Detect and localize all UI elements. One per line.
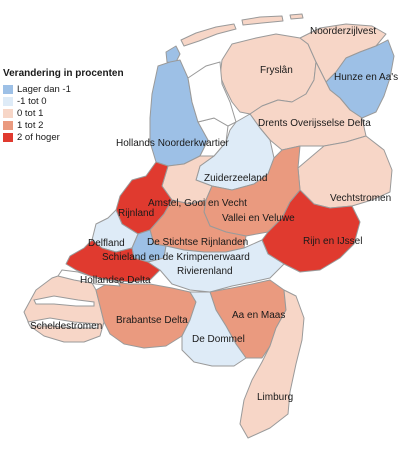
legend-swatch (3, 121, 13, 130)
region-rijnijssel[interactable] (261, 189, 361, 273)
region-label-hollandsedelta: Hollandse Delta (80, 275, 151, 286)
legend-item-0-1: 0 tot 1 (3, 108, 143, 119)
legend-label: 1 tot 2 (17, 120, 44, 131)
region-label-aaenmaas: Aa en Maas (232, 310, 285, 321)
region-label-rijnland: Rijnland (118, 208, 154, 219)
region-label-vallei: Vallei en Veluwe (222, 213, 295, 224)
legend-swatch (3, 109, 13, 118)
region-limburg[interactable] (239, 289, 305, 439)
region-label-delfland: Delfland (88, 238, 125, 249)
legend-label: 2 of hoger (17, 132, 60, 143)
region-label-rijnijssel: Rijn en IJssel (303, 236, 362, 247)
region-label-limburg: Limburg (257, 392, 293, 403)
region-label-hhnk: Hollands Noorderkwartier (116, 138, 229, 149)
legend: Verandering in procenten Lager dan -1 -1 … (3, 68, 143, 144)
water-oosterschelde (33, 295, 95, 307)
wadden-texel (165, 45, 181, 65)
legend-label: Lager dan -1 (17, 84, 71, 95)
region-label-dod: Drents Overijsselse Delta (258, 118, 371, 129)
region-label-zuiderzeeland: Zuiderzeeland (204, 173, 267, 184)
region-dommel[interactable] (181, 291, 247, 367)
region-label-rivierenland: Rivierenland (177, 266, 233, 277)
legend-title: Verandering in procenten (3, 68, 124, 79)
legend-item-1-2: 1 tot 2 (3, 120, 143, 131)
region-label-fryslan: Fryslân (260, 65, 293, 76)
water-ijsselmeer-north (187, 61, 237, 127)
region-label-hunze: Hunze en Aa's (334, 72, 398, 83)
legend-swatch (3, 85, 13, 94)
region-label-vechtstromen: Vechtstromen (330, 193, 391, 204)
wadden-rottum (289, 13, 304, 20)
region-label-brabantsedelta: Brabantse Delta (116, 315, 188, 326)
legend-item-lt-1: Lager dan -1 (3, 84, 143, 95)
region-label-scheldestromen: Scheldestromen (30, 321, 102, 332)
water-haringvliet (57, 269, 121, 287)
legend-item-ge2: 2 of hoger (3, 132, 143, 143)
region-labels: Noorderzijlvest Fryslân Hunze en Aa's Holla… (30, 26, 398, 403)
legend-item-m1-0: -1 tot 0 (3, 96, 143, 107)
region-label-agv: Amstel, Gooi en Vecht (148, 198, 247, 209)
region-label-noorderzijlvest: Noorderzijlvest (310, 26, 376, 37)
legend-label: -1 tot 0 (17, 96, 47, 107)
legend-swatch (3, 133, 13, 142)
region-label-skk: Schieland en de Krimpenerwaard (102, 252, 250, 263)
region-label-hdsr: De Stichtse Rijnlanden (147, 237, 248, 248)
region-rivierenland[interactable] (147, 239, 285, 293)
legend-swatch (3, 97, 13, 106)
water-westerschelde (27, 317, 99, 329)
wadden-ameland-schier (241, 15, 284, 26)
wadden-vlieland-terschelling (180, 23, 237, 47)
legend-label: 0 tot 1 (17, 108, 44, 119)
region-label-dommel: De Dommel (192, 334, 245, 345)
